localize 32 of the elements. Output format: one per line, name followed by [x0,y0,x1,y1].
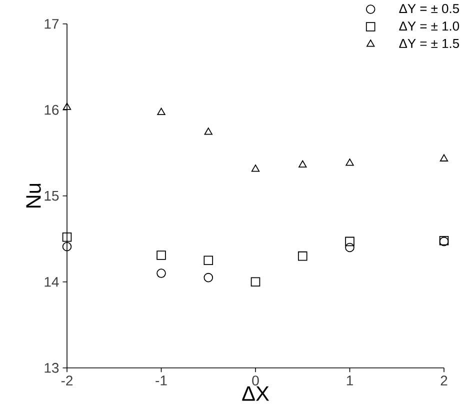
y-tick-label: 13 [44,362,59,373]
point [62,242,72,252]
x-tick-label: -2 [61,376,73,386]
point [345,236,354,246]
point [62,232,72,242]
point [156,250,166,260]
point [157,108,166,116]
point [298,251,308,261]
legend-label: ΔY = ± 1.5 [399,39,459,48]
y-tick-label: 14 [44,277,59,287]
x-tick-label: -1 [156,376,167,386]
point [250,277,260,287]
point [156,268,166,278]
y-tick-label: 17 [44,19,59,29]
point [62,102,72,110]
y-tick-label: 16 [44,104,59,115]
point [204,128,212,135]
y-axis-title: Nu [26,184,41,208]
point [204,256,214,266]
point [251,164,260,172]
point [204,272,214,282]
point [298,160,307,168]
legend-label: ΔY = ± 0.5 [399,4,459,14]
point [440,154,448,162]
point [345,242,354,252]
x-tick-label: 2 [440,376,448,386]
legend-label: ΔY = ± 1.0 [399,22,460,31]
x-axis-title: ΔX [242,386,270,401]
x-tick-label: 0 [252,376,259,386]
y-tick-label: 15 [44,191,59,201]
point [346,158,354,166]
x-tick-label: 1 [346,376,353,386]
